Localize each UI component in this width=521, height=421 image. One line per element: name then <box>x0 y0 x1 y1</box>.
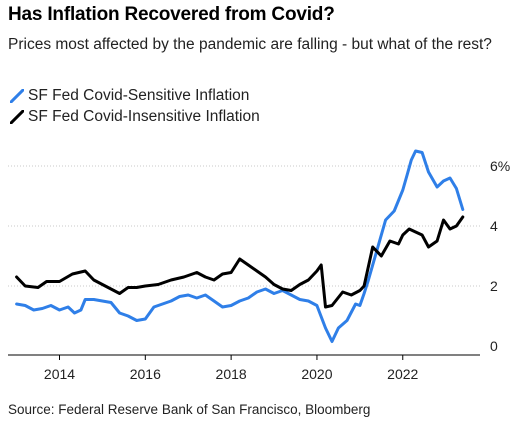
y-tick-label-1: 2 <box>490 278 498 294</box>
axes: 2014 2016 2018 2020 2022 0 2 4 6% <box>8 158 510 382</box>
chart-subtitle: Prices most affected by the pandemic are… <box>8 36 492 53</box>
source-note: Source: Federal Reserve Bank of San Fran… <box>8 402 371 417</box>
y-tick-label-2: 4 <box>490 218 498 234</box>
y-tick-label-3: 6% <box>490 158 510 174</box>
legend-label-covid-insensitive: SF Fed Covid-Insensitive Inflation <box>28 108 260 125</box>
y-tick-label-0: 0 <box>490 338 498 354</box>
x-tick-label-2: 2018 <box>216 366 247 382</box>
grid <box>8 165 480 287</box>
legend-item-covid-insensitive: SF Fed Covid-Insensitive Inflation <box>8 107 260 127</box>
series-lines <box>15 149 465 343</box>
x-tick-label-4: 2022 <box>387 366 418 382</box>
legend-swatch-covid-sensitive <box>10 89 24 103</box>
legend-item-covid-sensitive: SF Fed Covid-Sensitive Inflation <box>8 86 260 106</box>
x-tick-label-1: 2016 <box>130 366 161 382</box>
legend: SF Fed Covid-Sensitive Inflation SF Fed … <box>8 86 260 128</box>
series-line-1 <box>15 215 465 309</box>
legend-swatch-covid-insensitive <box>10 110 24 124</box>
series-line-0 <box>15 149 465 343</box>
x-tick-label-0: 2014 <box>44 366 75 382</box>
x-tick-label-3: 2020 <box>301 366 332 382</box>
legend-label-covid-sensitive: SF Fed Covid-Sensitive Inflation <box>28 87 250 104</box>
chart-title: Has Inflation Recovered from Covid? <box>8 4 335 25</box>
